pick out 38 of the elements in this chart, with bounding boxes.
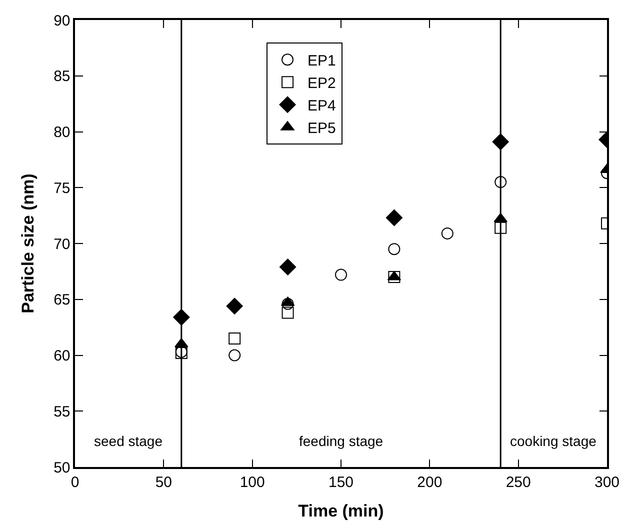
point: [494, 176, 507, 188]
y-tick-label: 85: [54, 68, 70, 86]
legend-label: EP4: [308, 97, 336, 114]
x-tick-label: 300: [594, 474, 620, 491]
x-tick-label: 150: [328, 474, 354, 491]
point: [388, 271, 400, 284]
y-tick-label: 70: [54, 236, 70, 253]
legend-label: EP5: [308, 120, 336, 137]
point: [226, 298, 243, 314]
annotation: seed stage: [94, 433, 163, 449]
point: [228, 332, 241, 344]
y-tick-label: 50: [54, 459, 70, 476]
annotation: feeding stage: [299, 433, 384, 449]
x-tick-label: 50: [155, 474, 172, 491]
point: [228, 349, 241, 362]
x-tick-label: 200: [417, 474, 442, 491]
point: [441, 227, 454, 240]
x-tick-label: 250: [506, 474, 531, 491]
y-axis-title: Particle size (nm): [18, 174, 38, 314]
annotation: cooking stage: [510, 433, 597, 449]
point: [335, 268, 347, 281]
point: [494, 222, 507, 234]
y-tick-label: 90: [54, 12, 70, 30]
point: [282, 306, 294, 319]
legend-label: EP2: [308, 74, 336, 92]
legend-label: EP1: [308, 52, 336, 70]
point: [280, 258, 296, 276]
point: [386, 210, 402, 226]
y-tick-label: 65: [54, 292, 70, 309]
y-tick-label: 75: [54, 180, 70, 197]
point: [388, 243, 400, 256]
y-tick-label: 60: [54, 348, 70, 364]
y-tick-label: 55: [54, 403, 70, 420]
x-axis-title: Time (min): [298, 502, 384, 521]
point: [282, 298, 294, 310]
x-tick-label: 100: [240, 474, 265, 491]
x-tick-label: 0: [70, 474, 80, 491]
y-tick-label: 80: [54, 124, 70, 141]
